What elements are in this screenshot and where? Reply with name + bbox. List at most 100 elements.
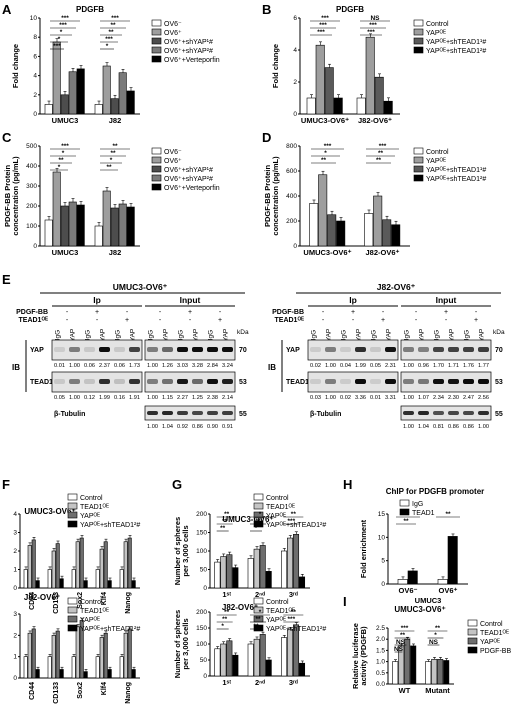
band <box>192 379 203 384</box>
bar <box>76 204 85 247</box>
lane-label: IgG <box>115 330 122 340</box>
band-value: 2.37 <box>99 363 110 369</box>
bar <box>443 660 450 685</box>
sig-marker: * <box>407 511 410 518</box>
sig-marker: ** <box>400 632 406 639</box>
sig-marker: ** <box>403 518 409 525</box>
bar <box>437 659 444 685</box>
band <box>177 347 188 352</box>
y-tick-label: 6 <box>293 15 297 22</box>
band-value: 1.76 <box>463 363 474 369</box>
bar <box>383 100 393 115</box>
bar <box>410 645 417 685</box>
tead-mark: + <box>381 317 385 324</box>
chart-title: J82-OV6⁺ <box>24 593 60 602</box>
legend-swatch <box>253 493 264 501</box>
legend-label: YAPᴼᴱ+shTEAD1¹# <box>426 39 486 46</box>
ip-label: Ip <box>349 295 357 305</box>
panel-label-G: G <box>172 477 182 492</box>
band <box>54 347 65 352</box>
y-tick-label: 200 <box>286 218 297 225</box>
sig-marker: ** <box>321 157 327 164</box>
blot-box <box>400 405 492 421</box>
band-value: 3.36 <box>355 395 366 401</box>
bar <box>299 662 306 677</box>
band-value: 0.06 <box>84 363 95 369</box>
bar <box>327 214 337 247</box>
y-tick-label: 0 <box>293 111 297 118</box>
chart-H: 0 5 10 15 Fold enrichment ChIP for PDGFB prom… <box>359 487 484 605</box>
band <box>340 379 351 384</box>
bar <box>382 219 392 247</box>
band-value: 0.86 <box>448 424 459 430</box>
x-tick-label: 3ʳᵈ <box>289 590 298 599</box>
y-tick-label: 2.5 <box>376 625 385 632</box>
sig-marker: *** <box>401 625 409 632</box>
legend-label: Control <box>80 495 103 502</box>
bar <box>247 643 254 677</box>
legend-label: YAPᴼᴱ <box>426 30 446 37</box>
band <box>207 411 218 415</box>
band <box>448 379 459 384</box>
x-tick-label: CD133 <box>53 592 60 614</box>
blot-box <box>144 371 236 393</box>
band-value: 1.26 <box>162 363 173 369</box>
band-value: 1.25 <box>192 395 203 401</box>
tead-oe-label: TEAD1ᴼᴱ <box>19 317 49 324</box>
legend-swatch <box>151 37 162 45</box>
band-value: 0.02 <box>310 363 321 369</box>
sig-marker: ** <box>253 623 259 630</box>
sig-marker: *** <box>369 22 377 29</box>
y-tick-label: 200 <box>26 203 37 210</box>
sig-marker: *** <box>288 518 296 525</box>
x-tick-label: WT <box>399 686 411 695</box>
bar <box>127 537 132 589</box>
bar <box>47 569 52 589</box>
bar <box>309 203 319 247</box>
sig-marker: * <box>60 29 63 36</box>
band-value: 0.06 <box>114 363 125 369</box>
panel-label-F: F <box>2 477 10 492</box>
bar <box>127 628 132 679</box>
blot-box <box>307 371 399 393</box>
bar <box>315 44 325 115</box>
pdgf-label: PDGF-BB <box>16 309 48 316</box>
bar <box>131 669 136 679</box>
lane-label: IgG <box>464 330 471 340</box>
bar <box>226 640 233 677</box>
band <box>355 379 366 384</box>
band <box>463 347 474 352</box>
legend-swatch <box>151 28 162 36</box>
legend-swatch <box>67 615 78 623</box>
legend-label: Control <box>426 149 449 156</box>
bar <box>31 539 36 589</box>
panel-label-D: D <box>262 130 271 145</box>
band-value: 3.24 <box>222 363 233 369</box>
band <box>433 379 444 384</box>
legend-swatch <box>151 156 162 164</box>
panel-label-I: I <box>343 594 347 609</box>
x-tick-label: J82 <box>109 248 122 257</box>
y-axis-label: PDGF-BB Protein <box>3 165 12 228</box>
x-tick-label: CD44 <box>29 592 36 610</box>
sig-marker: * <box>255 525 258 532</box>
y-tick-label: 8 <box>33 34 37 41</box>
band <box>222 379 233 384</box>
blot-title: UMUC3-OV6⁺ <box>113 282 168 292</box>
band-value: 0.16 <box>114 395 125 401</box>
x-tick-label: OV6⁻ <box>399 586 418 595</box>
band-value: 1.00 <box>147 424 158 430</box>
legend-label: TEAD1ᴼᴱ <box>266 608 295 615</box>
panel-label-E: E <box>2 272 11 287</box>
lane-label: IgG <box>434 330 441 340</box>
bar <box>55 543 60 589</box>
sig-marker: *** <box>319 22 327 29</box>
band <box>478 411 489 415</box>
blot-box <box>400 339 492 361</box>
band-value: 1.99 <box>99 395 110 401</box>
sig-marker: ** <box>106 164 112 171</box>
band <box>433 411 444 415</box>
band <box>370 379 381 384</box>
band <box>192 347 203 352</box>
band-value: 0.01 <box>54 363 65 369</box>
